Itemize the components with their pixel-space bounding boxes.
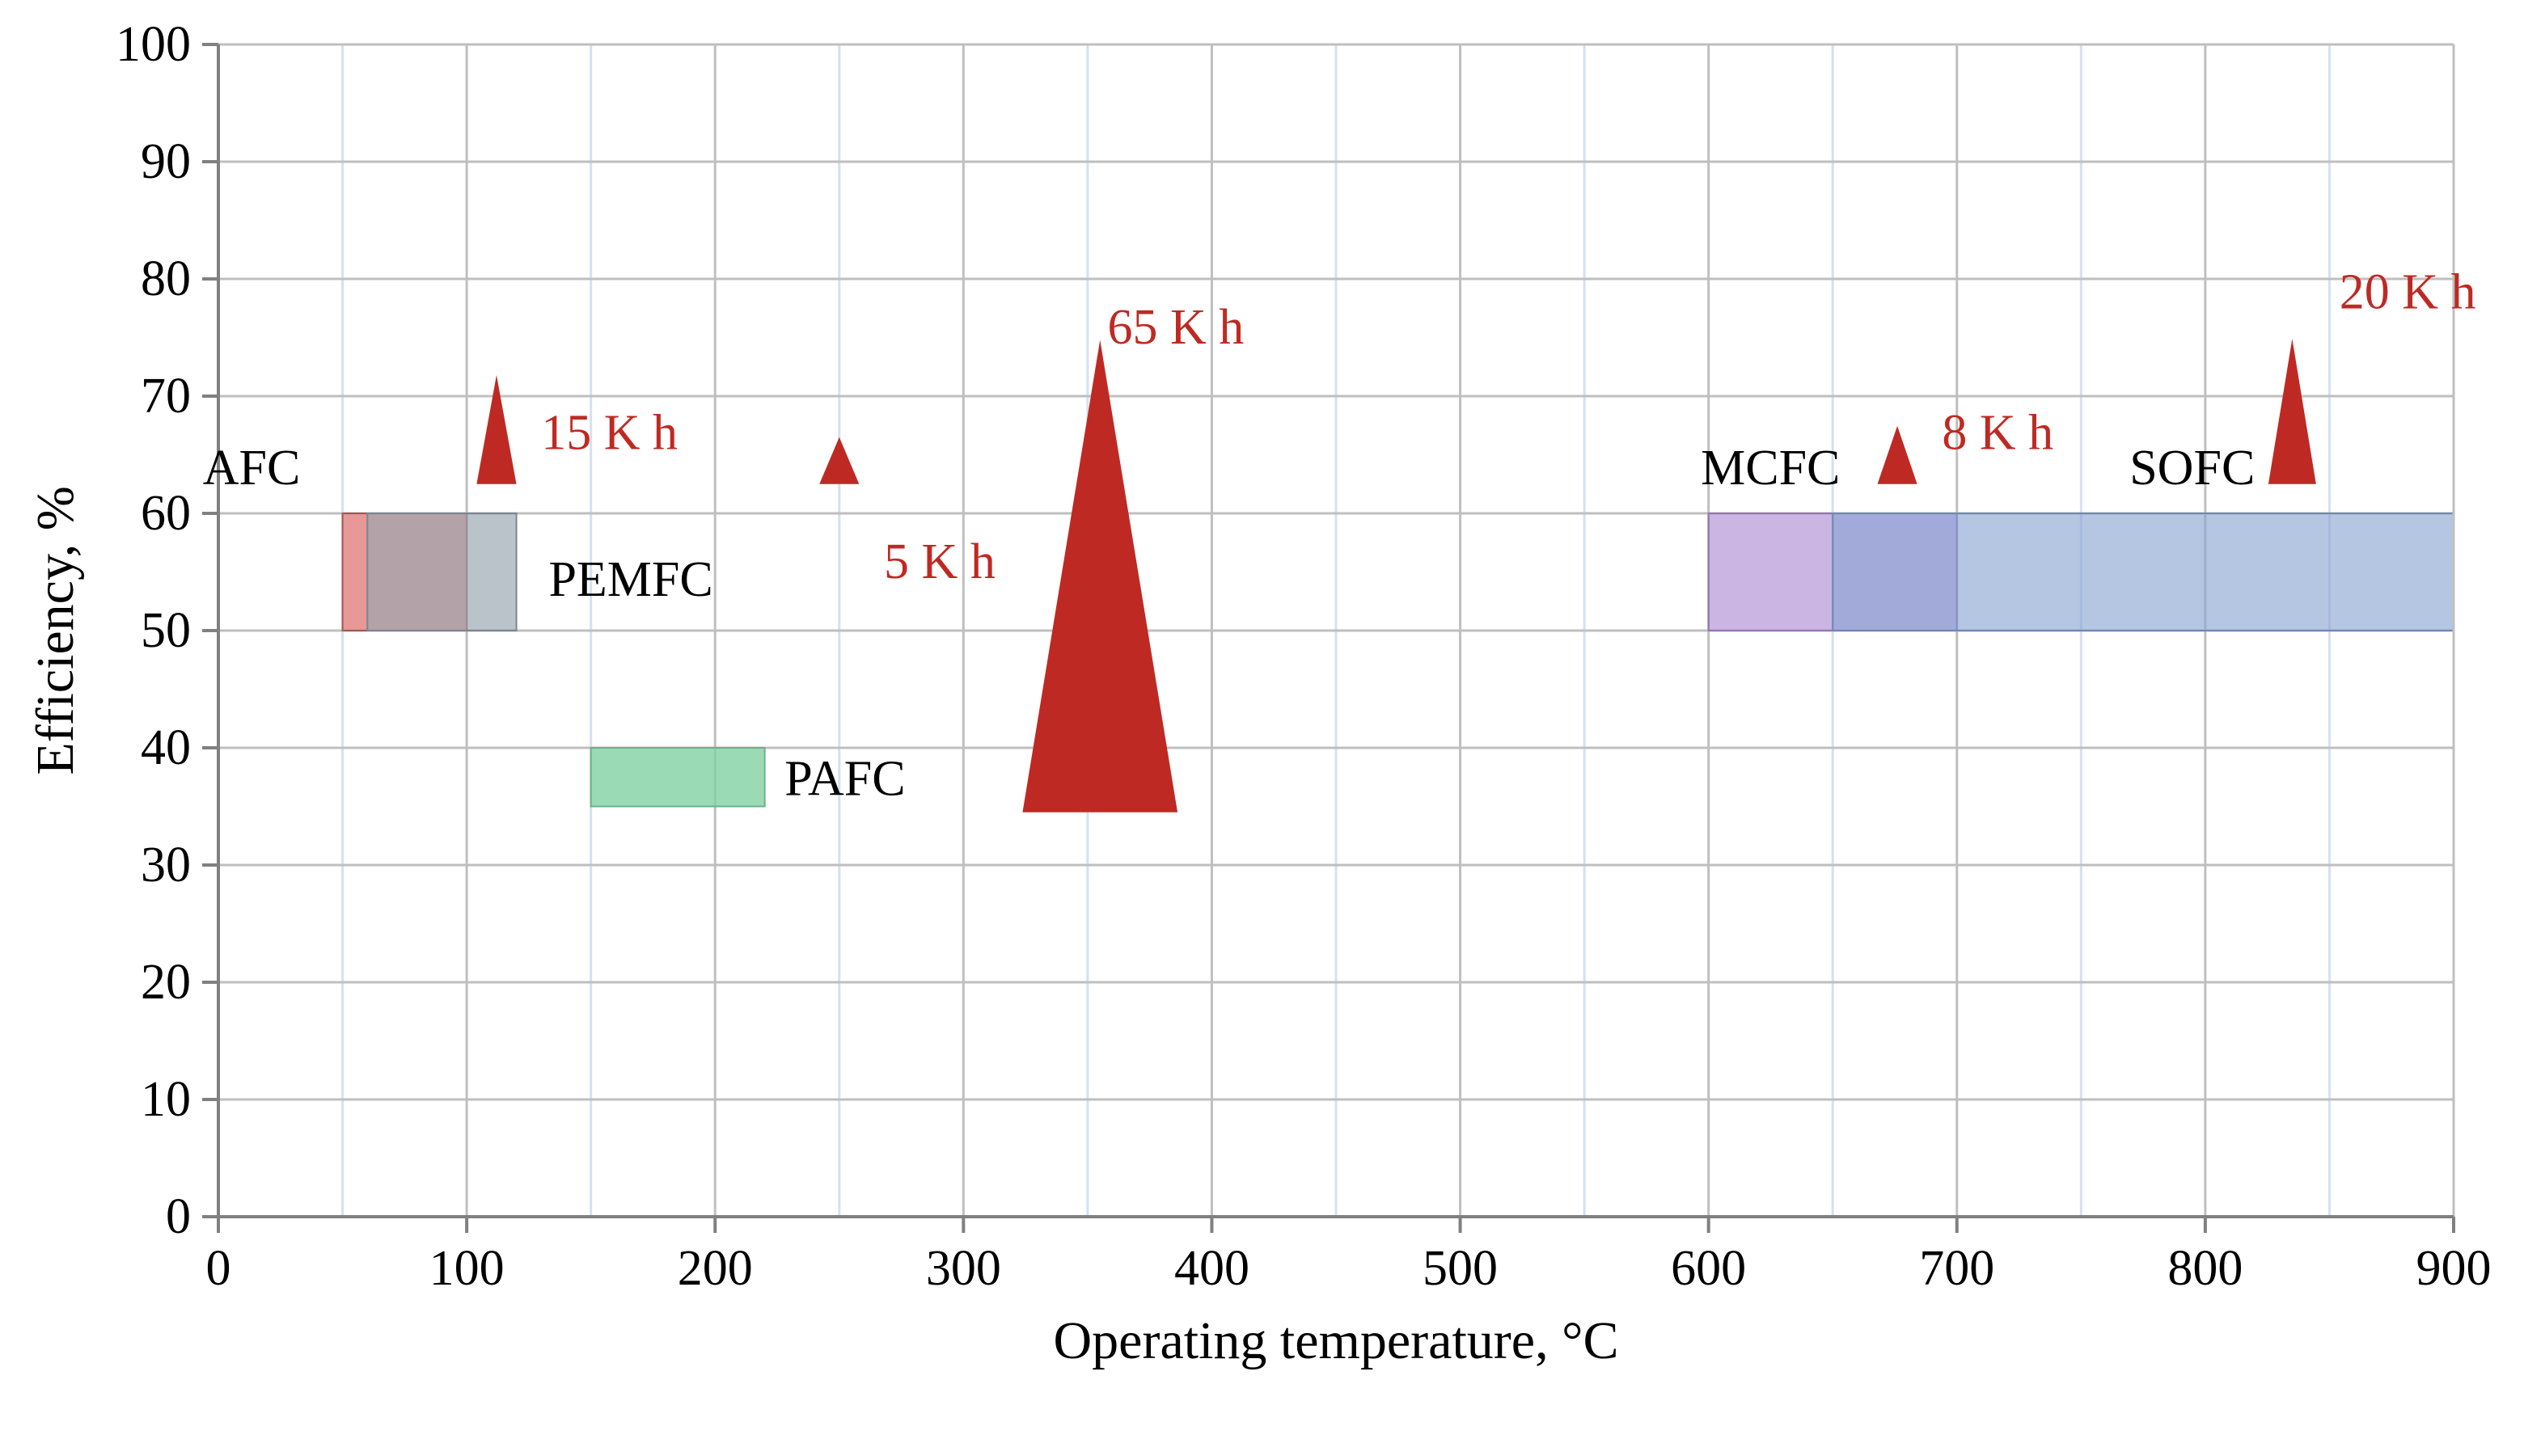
box-pemfc bbox=[367, 513, 516, 631]
label-sofc: SOFC bbox=[2129, 441, 2255, 496]
label-pafc: PAFC bbox=[784, 751, 905, 806]
kh-label-pafc: 65 K h bbox=[1107, 300, 1244, 355]
x-tick-label: 200 bbox=[678, 1241, 753, 1296]
y-tick-label: 70 bbox=[141, 369, 191, 424]
fuel-cell-chart: 0 100 200 300 400 500 600 700 800 900 0 10 20 30 40 50 6… bbox=[0, 0, 2524, 1456]
x-tick-label: 500 bbox=[1423, 1241, 1498, 1296]
x-tick-label: 800 bbox=[2167, 1241, 2243, 1296]
y-tick-label: 0 bbox=[166, 1189, 191, 1244]
y-tick-label: 30 bbox=[141, 838, 191, 893]
chart-container: 0 100 200 300 400 500 600 700 800 900 0 10 20 30 40 50 6… bbox=[0, 0, 2524, 1456]
x-axis-label: Operating temperature, °C bbox=[1054, 1311, 1619, 1370]
x-tick-label: 900 bbox=[2416, 1241, 2492, 1296]
y-tick-label: 10 bbox=[141, 1072, 191, 1127]
label-pemfc: PEMFC bbox=[548, 552, 712, 607]
x-tick-label: 0 bbox=[206, 1241, 231, 1296]
y-tick-label: 80 bbox=[141, 251, 191, 306]
label-mcfc: MCFC bbox=[1701, 441, 1840, 496]
y-tick-label: 90 bbox=[141, 134, 191, 189]
y-tick-label: 100 bbox=[116, 17, 191, 72]
y-tick-label: 50 bbox=[141, 603, 191, 658]
x-tick-label: 400 bbox=[1174, 1241, 1249, 1296]
box-pafc bbox=[591, 748, 765, 807]
y-tick-label: 20 bbox=[141, 955, 191, 1010]
x-tick-label: 700 bbox=[1919, 1241, 1994, 1296]
y-axis-label: Efficiency, % bbox=[26, 486, 85, 774]
kh-label-pemfc: 5 K h bbox=[884, 534, 996, 589]
kh-label-mcfc: 8 K h bbox=[1942, 406, 2053, 461]
label-afc: AFC bbox=[203, 441, 301, 496]
kh-label-afc: 15 K h bbox=[541, 406, 678, 461]
x-tick-label: 300 bbox=[926, 1241, 1001, 1296]
kh-label-sofc: 20 K h bbox=[2340, 265, 2476, 320]
box-sofc bbox=[1833, 513, 2454, 631]
y-tick-label: 40 bbox=[141, 720, 191, 775]
y-tick-label: 60 bbox=[141, 486, 191, 541]
x-tick-label: 100 bbox=[429, 1241, 505, 1296]
x-tick-label: 600 bbox=[1671, 1241, 1746, 1296]
